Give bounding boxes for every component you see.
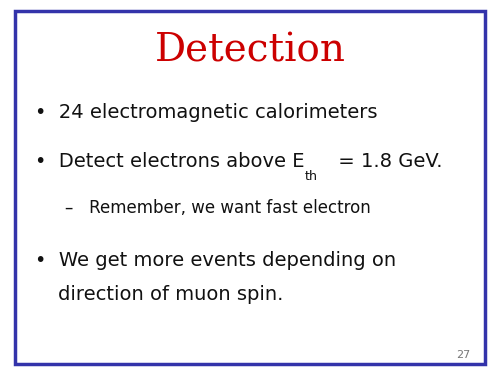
Text: •  24 electromagnetic calorimeters: • 24 electromagnetic calorimeters (35, 103, 378, 122)
Text: 27: 27 (456, 350, 470, 360)
Text: •  Detect electrons above E: • Detect electrons above E (35, 152, 304, 171)
Text: Detection: Detection (154, 32, 346, 69)
Text: th: th (304, 170, 318, 183)
FancyBboxPatch shape (15, 11, 485, 364)
Text: = 1.8 GeV.: = 1.8 GeV. (332, 152, 442, 171)
Text: •  We get more events depending on: • We get more events depending on (35, 251, 396, 270)
Text: –   Remember, we want fast electron: – Remember, we want fast electron (65, 199, 371, 217)
Text: direction of muon spin.: direction of muon spin. (58, 285, 283, 304)
